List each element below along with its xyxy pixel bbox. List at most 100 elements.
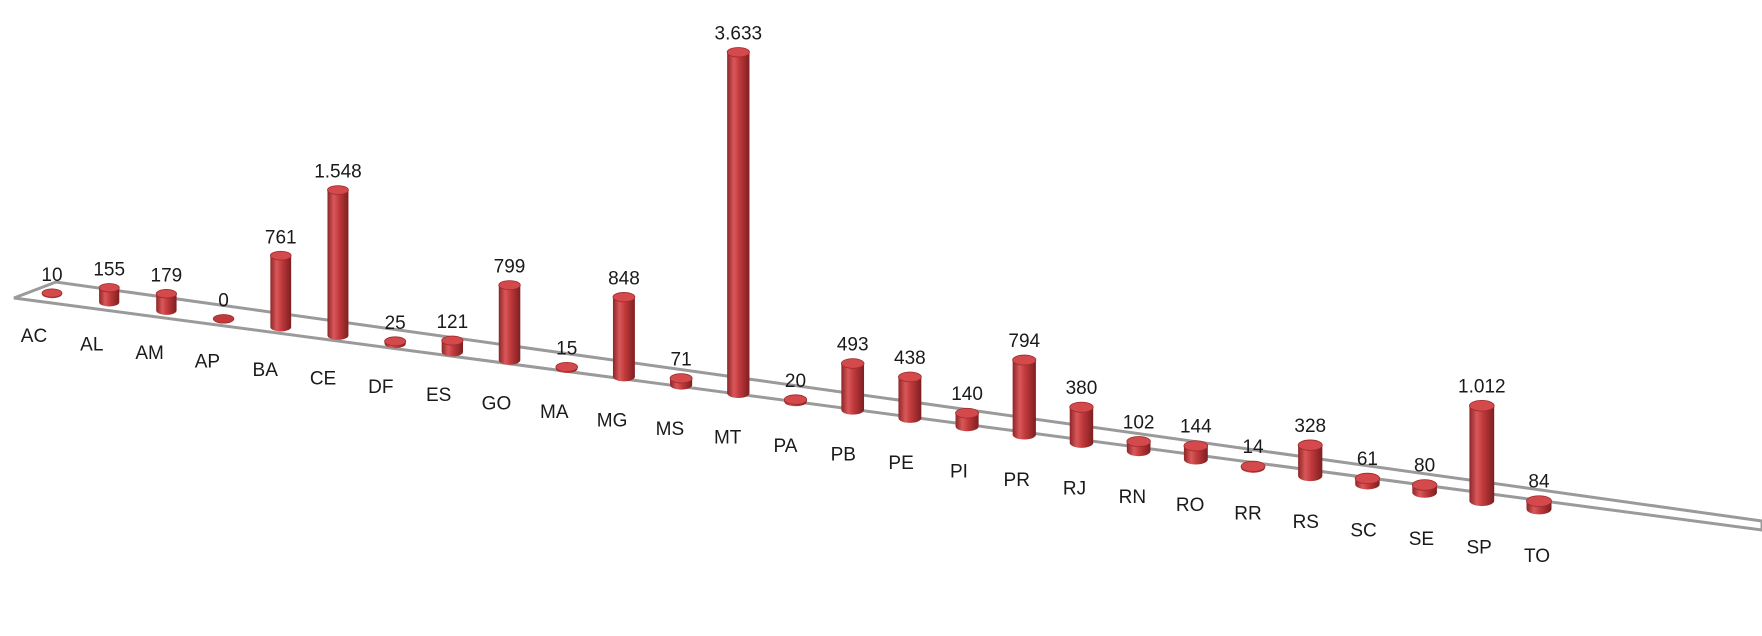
bar-ma	[555, 361, 578, 374]
value-label: 794	[1008, 331, 1040, 352]
bar-pe	[898, 371, 922, 423]
bar-df	[384, 336, 407, 349]
bar-top	[955, 407, 980, 419]
bar-top	[898, 371, 922, 383]
category-label: TO	[1524, 546, 1550, 567]
bar-pi	[955, 407, 980, 432]
bar-sp	[1469, 399, 1495, 507]
bar-top	[840, 358, 865, 369]
bar-top	[155, 289, 177, 299]
bar-top	[1126, 436, 1151, 448]
bar-ac	[41, 288, 63, 299]
value-label: 328	[1294, 416, 1326, 437]
bar-pa	[783, 394, 808, 407]
category-label: RJ	[1063, 478, 1086, 499]
category-label: MS	[656, 419, 685, 440]
value-label: 848	[608, 268, 640, 289]
bar-top	[98, 283, 120, 293]
bar-top	[1354, 472, 1381, 485]
value-label: 61	[1357, 449, 1378, 470]
bar-mg	[612, 292, 636, 382]
value-label: 380	[1066, 378, 1098, 399]
category-label: MA	[540, 402, 569, 423]
category-label: DF	[368, 377, 393, 398]
bar-body	[99, 287, 120, 307]
category-label: MG	[597, 411, 628, 432]
category-label: PA	[774, 436, 798, 457]
value-label: 140	[951, 384, 983, 405]
value-label: 3.633	[715, 23, 763, 44]
bar-top	[1297, 439, 1323, 451]
bar-ce	[327, 185, 349, 340]
bar-es	[441, 335, 464, 357]
bar-body	[498, 285, 521, 365]
bar-al	[98, 283, 120, 307]
bar-body	[327, 190, 349, 340]
bar-se	[1411, 479, 1438, 498]
bar-rj	[1069, 401, 1094, 448]
category-label: BA	[253, 360, 279, 381]
bar-body	[1069, 407, 1094, 448]
category-label: PB	[831, 444, 856, 465]
bar-body	[841, 363, 865, 415]
bar-ap	[212, 314, 235, 324]
value-label: 20	[785, 371, 806, 392]
category-label: AL	[80, 334, 103, 355]
category-label: SC	[1350, 521, 1376, 542]
category-label: ES	[426, 385, 451, 406]
value-label: 179	[151, 265, 183, 286]
bar-rn	[1126, 436, 1151, 457]
category-label: MT	[714, 428, 742, 449]
bar-top	[212, 314, 235, 324]
bar-ba	[269, 250, 292, 332]
value-label: 10	[41, 265, 62, 286]
value-label: 80	[1414, 456, 1435, 477]
bar-body	[270, 255, 292, 332]
category-label: AP	[195, 351, 220, 372]
bar-mt	[726, 47, 750, 398]
category-label: RO	[1176, 495, 1205, 516]
bar-top	[783, 394, 808, 405]
value-label: 25	[385, 313, 406, 334]
bar-rs	[1297, 439, 1323, 482]
bar-top	[555, 361, 578, 373]
bar-top	[441, 335, 464, 346]
bar-top	[1183, 440, 1209, 452]
bar-body	[727, 52, 750, 398]
bar-top	[612, 292, 636, 303]
value-label: 799	[494, 257, 526, 278]
bar-rr	[1240, 460, 1266, 473]
category-label: GO	[482, 394, 512, 415]
category-label: PR	[1004, 470, 1030, 491]
bar-top	[669, 373, 693, 384]
bar-top	[726, 47, 750, 58]
value-label: 121	[436, 312, 468, 333]
bar-body	[1012, 360, 1036, 440]
labels-layer: 10 AC 155 AL 179 AM 0 AP 761 BA 1.548 CE 25 DF 121 ES 79…	[21, 23, 1550, 567]
value-label: 493	[837, 335, 869, 356]
bar-ms	[669, 373, 693, 390]
bar-body	[612, 297, 635, 382]
value-label: 155	[93, 259, 125, 280]
value-label: 761	[265, 227, 297, 248]
bar-top	[1240, 460, 1266, 472]
value-label: 1.548	[314, 162, 362, 183]
category-label: SE	[1409, 529, 1434, 550]
category-label: CE	[310, 368, 336, 389]
value-label: 0	[218, 290, 229, 311]
bar-top	[41, 288, 63, 298]
bar-top	[1469, 399, 1495, 412]
category-label: PI	[950, 461, 968, 482]
bar-body	[1469, 405, 1495, 507]
value-label: 14	[1242, 437, 1264, 458]
bar-top	[1069, 401, 1094, 413]
bar-ro	[1183, 440, 1209, 465]
value-label: 438	[894, 348, 926, 369]
bar-top	[327, 185, 349, 195]
value-label: 1.012	[1458, 376, 1506, 397]
bar-top	[1526, 495, 1552, 507]
bar-am	[155, 289, 177, 315]
bar-top	[498, 280, 521, 291]
category-label: AC	[21, 326, 47, 347]
